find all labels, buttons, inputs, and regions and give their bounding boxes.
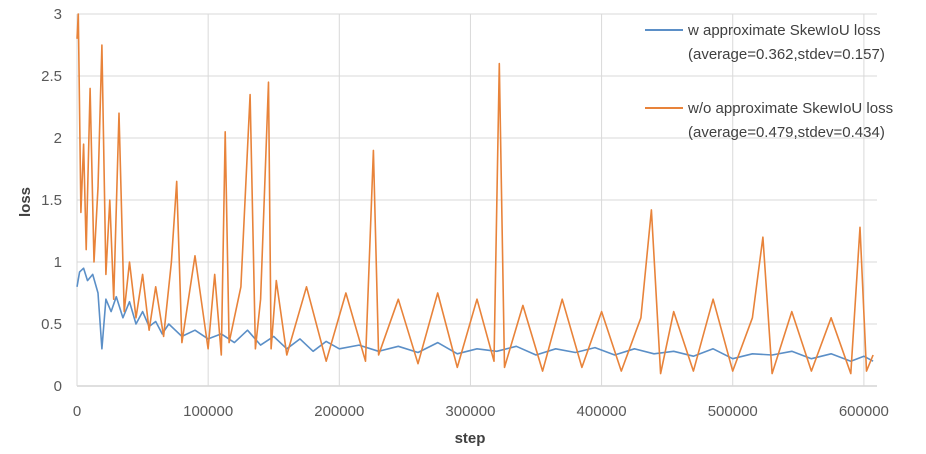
x-tick-labels: 0 100000 200000 300000 400000 500000 600000 (73, 403, 889, 420)
legend-stats-w-approx: (average=0.362,stdev=0.157) (688, 46, 885, 63)
y-tick-label: 1.5 (41, 192, 62, 209)
legend-stats-wo-approx: (average=0.479,stdev=0.434) (688, 124, 885, 141)
legend-label-w-approx: w approximate SkewIoU loss (687, 22, 881, 39)
y-tick-label: 2 (54, 130, 62, 147)
y-tick-label: 0 (54, 378, 62, 395)
series-line-wo-approx (76, 13, 874, 375)
x-tick-label: 500000 (708, 403, 758, 420)
x-tick-label: 0 (73, 403, 81, 420)
x-tick-label: 400000 (577, 403, 627, 420)
grid-lines (76, 13, 877, 387)
x-tick-label: 200000 (314, 403, 364, 420)
x-axis-title: step (455, 430, 486, 447)
y-tick-label: 0.5 (41, 316, 62, 333)
x-tick-label: 600000 (839, 403, 889, 420)
legend-label-wo-approx: w/o approximate SkewIoU loss (687, 100, 893, 117)
y-tick-labels: 0 0.5 1 1.5 2 2.5 3 (41, 6, 62, 395)
y-tick-label: 3 (54, 6, 62, 23)
y-tick-label: 1 (54, 254, 62, 271)
legend: w approximate SkewIoU loss (average=0.36… (645, 22, 893, 141)
series-line-w-approx (76, 267, 874, 363)
y-tick-label: 2.5 (41, 68, 62, 85)
x-tick-label: 100000 (183, 403, 233, 420)
y-axis-title: loss (17, 187, 34, 217)
x-tick-label: 300000 (445, 403, 495, 420)
series-lines (76, 13, 874, 375)
